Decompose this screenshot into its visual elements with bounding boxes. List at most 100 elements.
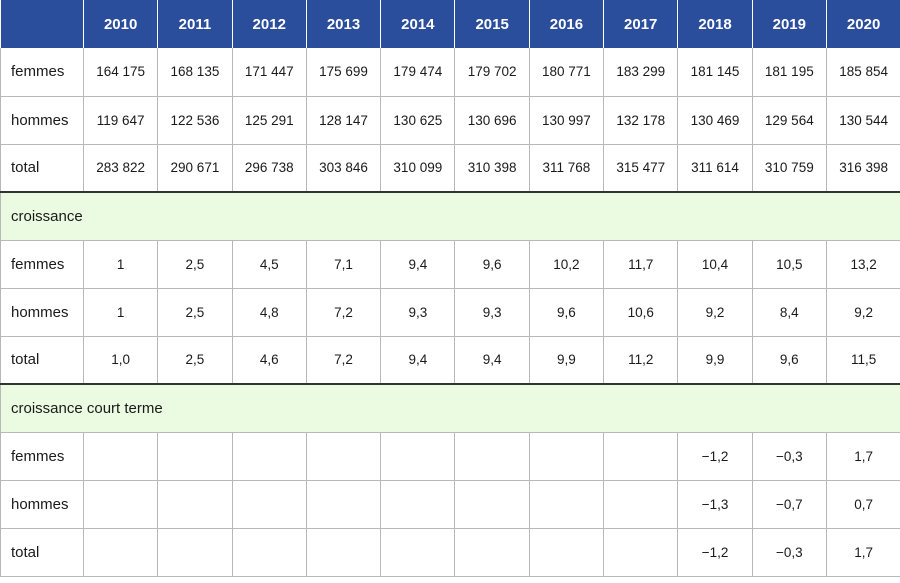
value-cell: 310 099	[380, 143, 456, 193]
table-row: total 283 822 290 671 296 738 303 846 310 099…	[0, 143, 900, 193]
value-cell: 7,2	[305, 335, 382, 385]
value-cell	[380, 479, 456, 529]
value-cell: 129 564	[751, 95, 827, 145]
value-cell	[82, 479, 159, 529]
value-cell	[380, 431, 456, 481]
value-cell	[157, 527, 233, 577]
value-cell: 7,2	[305, 287, 382, 337]
value-cell	[305, 527, 382, 577]
value-cell: 283 822	[82, 143, 159, 193]
value-cell: 303 846	[305, 143, 382, 193]
value-cell: 10,2	[528, 239, 605, 289]
table-row: total −1,2 −0,3 1,7	[0, 527, 900, 577]
row-label: hommes	[0, 287, 84, 337]
value-cell: −1,2	[677, 431, 753, 481]
value-cell: 128 147	[305, 95, 382, 145]
value-cell: 8,4	[751, 287, 827, 337]
value-cell: 181 195	[751, 48, 827, 97]
value-cell: 132 178	[603, 95, 679, 145]
section-title: croissance	[0, 191, 900, 241]
value-cell: 125 291	[231, 95, 307, 145]
row-label: total	[0, 527, 84, 577]
year-header: 2013	[306, 0, 382, 48]
value-cell	[603, 431, 679, 481]
row-label: total	[0, 143, 84, 193]
value-cell: 310 759	[751, 143, 827, 193]
value-cell: 315 477	[603, 143, 679, 193]
value-cell: 179 474	[380, 48, 456, 97]
row-label: hommes	[0, 95, 84, 145]
value-cell: 9,9	[528, 335, 605, 385]
value-cell: 9,6	[454, 239, 530, 289]
year-header: 2015	[454, 0, 530, 48]
value-cell	[231, 479, 307, 529]
value-cell: 1	[82, 287, 159, 337]
row-label: femmes	[0, 48, 84, 97]
value-cell	[603, 479, 679, 529]
year-header: 2010	[83, 0, 159, 48]
value-cell	[454, 479, 530, 529]
value-cell: 130 696	[454, 95, 530, 145]
value-cell	[454, 527, 530, 577]
value-cell: 290 671	[157, 143, 233, 193]
value-cell: 10,5	[751, 239, 827, 289]
value-cell: 0,7	[825, 479, 900, 529]
value-cell	[231, 431, 307, 481]
year-header: 2020	[826, 0, 900, 48]
table-body: femmes 164 175 168 135 171 447 175 699 179 47…	[0, 48, 900, 577]
value-cell	[305, 479, 382, 529]
header-row: 2010 2011 2012 2013 2014 2015 2016 2017 2018 2019…	[0, 0, 900, 48]
value-cell: 13,2	[825, 239, 900, 289]
table-row: femmes 164 175 168 135 171 447 175 699 179 47…	[0, 48, 900, 97]
value-cell: 2,5	[157, 335, 233, 385]
corner-cell	[0, 0, 84, 48]
table-row: total 1,0 2,5 4,6 7,2 9,4 9,4 9,9 11,2 9,9 9,6 11,5	[0, 335, 900, 385]
value-cell: 310 398	[454, 143, 530, 193]
value-cell: 171 447	[231, 48, 307, 97]
value-cell: 11,2	[603, 335, 679, 385]
value-cell	[157, 479, 233, 529]
year-header: 2011	[157, 0, 233, 48]
value-cell: 130 625	[380, 95, 456, 145]
table-row: femmes −1,2 −0,3 1,7	[0, 431, 900, 481]
value-cell: −1,2	[677, 527, 753, 577]
value-cell	[82, 431, 159, 481]
value-cell: 175 699	[305, 48, 382, 97]
value-cell	[528, 527, 605, 577]
section-title: croissance court terme	[0, 383, 900, 433]
table-row: femmes 1 2,5 4,5 7,1 9,4 9,6 10,2 11,7 10,4 10,5 13…	[0, 239, 900, 289]
year-header: 2016	[529, 0, 605, 48]
section-row: croissance	[0, 191, 900, 241]
row-label: total	[0, 335, 84, 385]
year-header: 2019	[752, 0, 827, 48]
value-cell: 2,5	[157, 239, 233, 289]
value-cell: 164 175	[82, 48, 159, 97]
value-cell: 9,9	[677, 335, 753, 385]
value-cell: 10,6	[603, 287, 679, 337]
value-cell: 9,4	[454, 335, 530, 385]
value-cell: 1	[82, 239, 159, 289]
value-cell: 9,6	[528, 287, 605, 337]
value-cell	[603, 527, 679, 577]
value-cell	[305, 431, 382, 481]
value-cell: 11,5	[825, 335, 900, 385]
value-cell: 10,4	[677, 239, 753, 289]
value-cell: 181 145	[677, 48, 753, 97]
value-cell: −0,7	[751, 479, 827, 529]
value-cell: 130 469	[677, 95, 753, 145]
value-cell: 316 398	[825, 143, 900, 193]
section-row: croissance court terme	[0, 383, 900, 433]
table-row: hommes −1,3 −0,7 0,7	[0, 479, 900, 529]
value-cell: 311 614	[677, 143, 753, 193]
value-cell: −0,3	[751, 431, 827, 481]
row-label: femmes	[0, 431, 84, 481]
value-cell: −1,3	[677, 479, 753, 529]
value-cell: 296 738	[231, 143, 307, 193]
table-header: 2010 2011 2012 2013 2014 2015 2016 2017 2018 2019…	[0, 0, 900, 48]
value-cell: 7,1	[305, 239, 382, 289]
value-cell: 9,2	[677, 287, 753, 337]
table-row: hommes 119 647 122 536 125 291 128 147 130 62…	[0, 95, 900, 145]
value-cell: 179 702	[454, 48, 530, 97]
value-cell: 11,7	[603, 239, 679, 289]
value-cell	[528, 431, 605, 481]
